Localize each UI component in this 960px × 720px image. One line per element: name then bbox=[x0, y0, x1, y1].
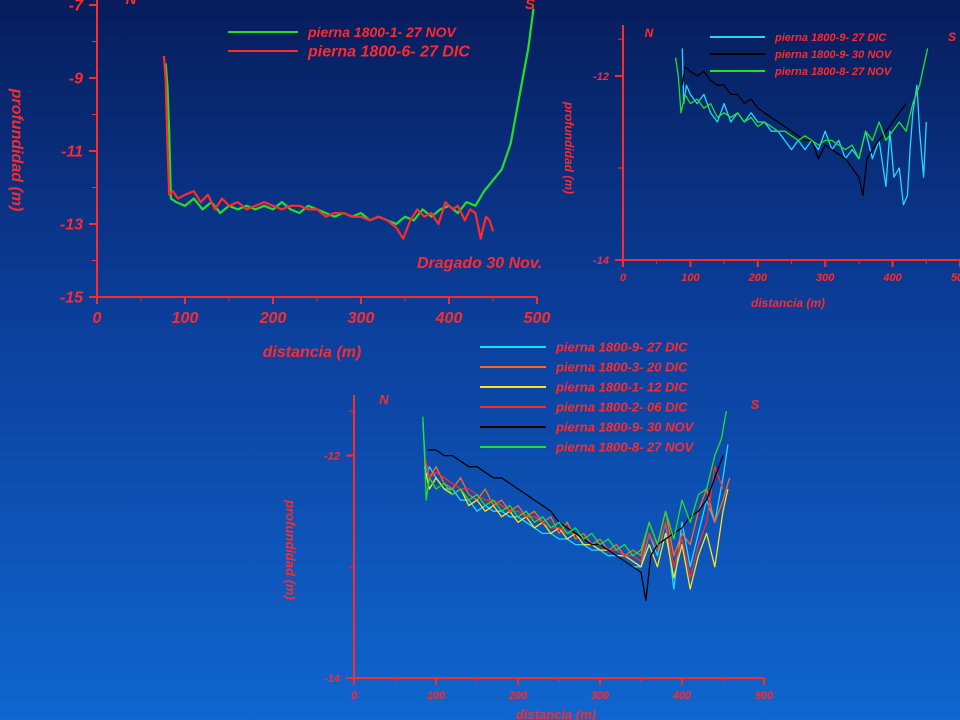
series-line-3 bbox=[674, 48, 929, 160]
series-line-5 bbox=[427, 449, 724, 601]
chart-c2: -14 -12 0 100 200 300 400 500 profundidad (m) dis… bbox=[562, 25, 960, 310]
series-line-2 bbox=[423, 455, 731, 557]
x-axis-label: distancia (m) bbox=[751, 296, 825, 310]
y-axis-label: profundidad (m) bbox=[283, 499, 298, 600]
series-line-2 bbox=[162, 56, 495, 240]
y-tick-label: -15 bbox=[60, 290, 84, 307]
x-tick-label: 400 bbox=[672, 690, 692, 702]
x-tick-label: 0 bbox=[351, 690, 358, 702]
legend-entry-3: pierna 1800-1- 12 DIC bbox=[555, 380, 688, 395]
x-tick-label: 300 bbox=[348, 310, 375, 327]
x-axis-label: distancia (m) bbox=[516, 707, 596, 720]
y-tick-label: -11 bbox=[61, 144, 83, 161]
legend: pierna 1800-9- 27 DIC pierna 1800-3- 20 D… bbox=[480, 340, 695, 455]
y-tick-label: -13 bbox=[60, 217, 83, 234]
x-tick-label: 200 bbox=[748, 272, 768, 284]
x-tick-label: 300 bbox=[816, 272, 835, 284]
y-tick-label: -14 bbox=[593, 255, 609, 267]
legend-entry-3: pierna 1800-8- 27 NOV bbox=[774, 66, 893, 78]
series-line-6 bbox=[422, 410, 727, 557]
x-tick-label: 400 bbox=[435, 310, 463, 327]
legend-entry-1: pierna 1800-9- 27 DIC bbox=[774, 32, 887, 44]
south-label: S bbox=[948, 30, 956, 44]
chart-c1: -15 -13 -11 -9 -7 0 100 200 300 400 500 profundidad… bbox=[8, 0, 550, 361]
y-axis-label: profundidad (m) bbox=[562, 101, 576, 194]
y-tick-label: -12 bbox=[324, 450, 340, 462]
x-tick-label: 500 bbox=[755, 690, 774, 702]
x-tick-label: 100 bbox=[172, 310, 199, 327]
x-tick-label: 0 bbox=[93, 310, 102, 327]
legend-entry-5: pierna 1800-9- 30 NOV bbox=[555, 420, 695, 435]
x-tick-label: 100 bbox=[681, 272, 700, 284]
north-label: N bbox=[126, 0, 138, 8]
north-label: N bbox=[645, 26, 654, 40]
x-tick-label: 300 bbox=[591, 690, 610, 702]
legend: pierna 1800-1- 27 NOV pierna 1800-6- 27 D… bbox=[228, 24, 470, 61]
y-tick-label: -9 bbox=[69, 71, 83, 88]
series-line-1 bbox=[164, 8, 535, 226]
north-label: N bbox=[379, 392, 389, 407]
legend-entry-1: pierna 1800-9- 27 DIC bbox=[555, 340, 688, 355]
x-tick-label: 500 bbox=[951, 272, 960, 284]
series-line-1 bbox=[422, 422, 729, 590]
x-tick-label: 500 bbox=[524, 310, 551, 327]
series-line-2 bbox=[681, 66, 907, 197]
legend: pierna 1800-9- 27 DIC pierna 1800-9- 30 N… bbox=[710, 32, 893, 78]
annotation-dredging: Dragado 30 Nov. bbox=[417, 255, 542, 272]
legend-entry-2: pierna 1800-9- 30 NOV bbox=[774, 49, 893, 61]
x-tick-label: 100 bbox=[427, 690, 446, 702]
x-tick-label: 0 bbox=[620, 272, 627, 284]
x-tick-label: 400 bbox=[882, 272, 902, 284]
series-line-4 bbox=[423, 455, 724, 579]
x-tick-label: 200 bbox=[259, 310, 287, 327]
y-axis-label: profundidad (m) bbox=[8, 88, 25, 212]
series-line-1 bbox=[681, 48, 927, 206]
south-label: S bbox=[751, 397, 760, 412]
y-tick-label: -14 bbox=[324, 673, 340, 685]
legend-entry-2: pierna 1800-6- 27 DIC bbox=[307, 44, 470, 61]
legend-entry-1: pierna 1800-1- 27 NOV bbox=[307, 24, 458, 40]
x-tick-label: 200 bbox=[508, 690, 528, 702]
legend-entry-4: pierna 1800-2- 06 DIC bbox=[555, 400, 688, 415]
y-tick-label: -7 bbox=[69, 0, 84, 15]
legend-entry-6: pierna 1800-8- 27 NOV bbox=[555, 440, 695, 455]
south-label: S bbox=[525, 0, 535, 13]
y-tick-label: -12 bbox=[593, 71, 609, 83]
legend-entry-2: pierna 1800-3- 20 DIC bbox=[555, 360, 688, 375]
x-axis-label: distancia (m) bbox=[263, 344, 362, 361]
chart-c3: -14 -12 0 100 200 300 400 500 profundidad (m) dis… bbox=[283, 340, 774, 720]
